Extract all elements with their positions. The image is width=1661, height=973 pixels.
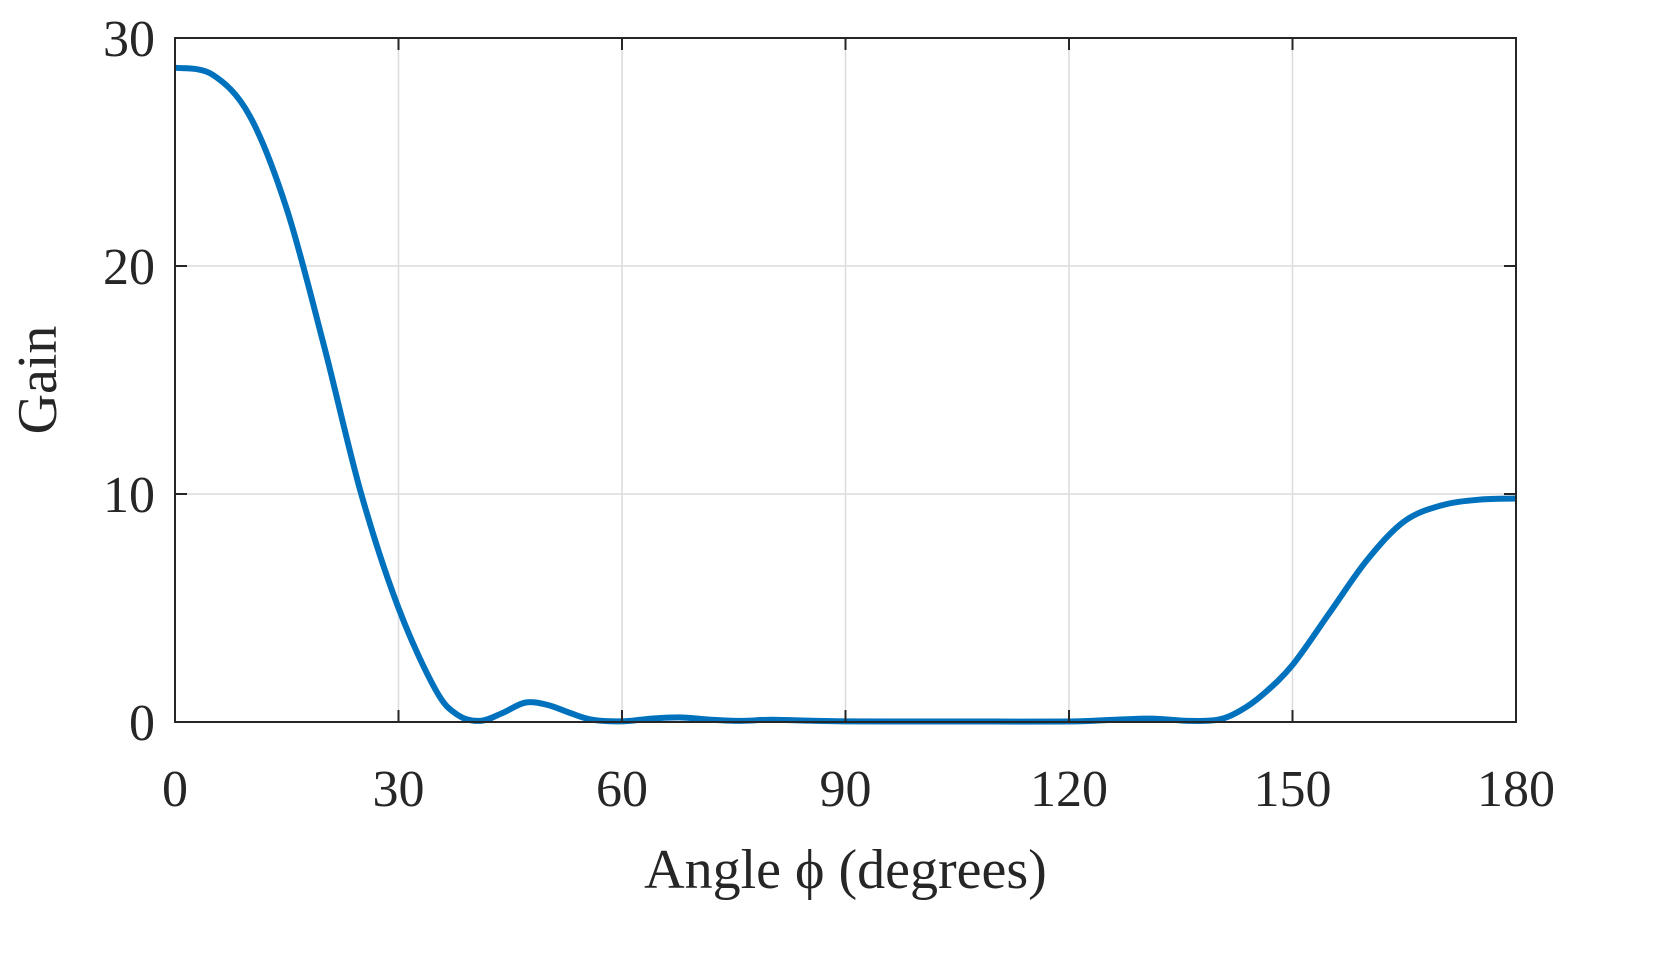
x-tick-label: 120 (1030, 761, 1108, 818)
x-tick-labels: 0 30 60 90 120 150 180 (162, 761, 1555, 818)
y-tick-label: 0 (129, 695, 155, 752)
x-tick-label: 180 (1477, 761, 1555, 818)
x-tick-label: 30 (373, 761, 425, 818)
x-tick-label: 90 (820, 761, 872, 818)
grid-lines (174, 37, 1517, 723)
y-tick-label: 10 (103, 467, 155, 524)
y-axis-label: Gain (7, 326, 69, 435)
tick-marks (174, 37, 1517, 723)
y-tick-label: 20 (103, 239, 155, 296)
x-tick-label: 150 (1254, 761, 1332, 818)
x-tick-label: 60 (596, 761, 648, 818)
y-tick-labels: 0 10 20 30 (103, 11, 155, 752)
y-tick-label: 30 (103, 11, 155, 68)
series-layer (174, 64, 1517, 725)
gain-series-line (174, 64, 1517, 725)
x-axis-label: Angle ϕ (degrees) (644, 839, 1047, 901)
x-tick-label: 0 (162, 761, 188, 818)
